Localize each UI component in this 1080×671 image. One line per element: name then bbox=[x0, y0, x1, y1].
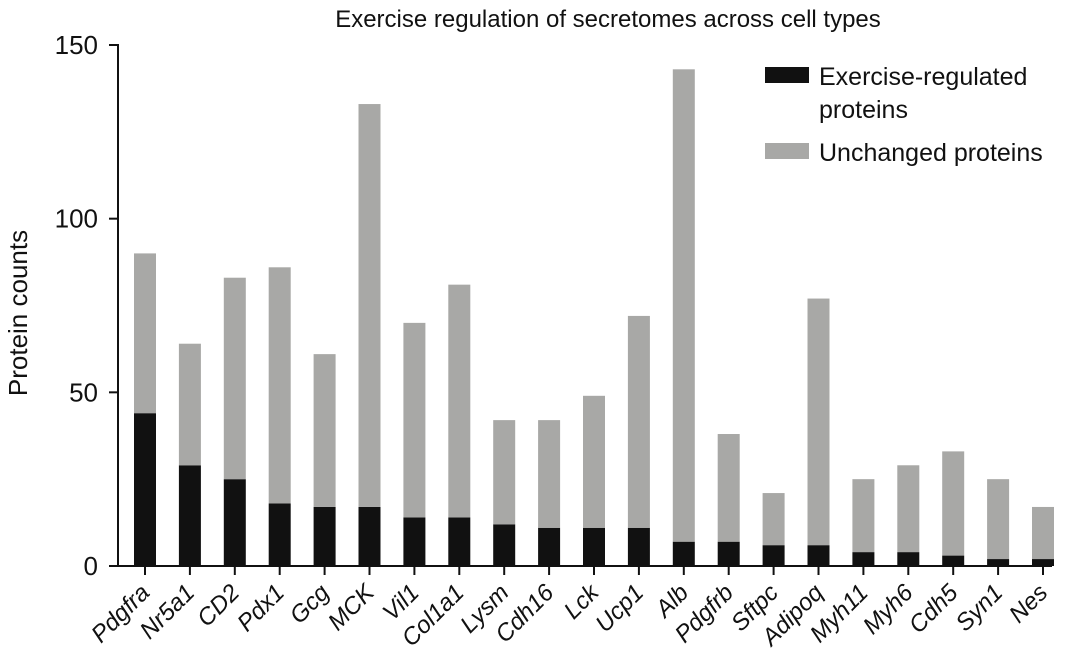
bar-regulated-pdx1 bbox=[268, 503, 291, 566]
bar-unchanged-myh11 bbox=[852, 479, 875, 553]
bar-unchanged-syn1 bbox=[987, 479, 1010, 560]
y-tick-label-50: 50 bbox=[69, 377, 98, 407]
bar-regulated-syn1 bbox=[987, 559, 1010, 566]
y-tick-label-0: 0 bbox=[84, 551, 98, 581]
legend: Exercise-regulated proteins Unchanged prot… bbox=[765, 63, 1043, 167]
x-tick-label-mck: MCK bbox=[323, 578, 381, 636]
legend-swatch-unchanged bbox=[765, 143, 809, 159]
bar-regulated-cdh5 bbox=[942, 555, 965, 566]
chart-title: Exercise regulation of secretomes across… bbox=[335, 6, 881, 33]
bar-regulated-cd2 bbox=[223, 479, 246, 566]
bar-regulated-nr5a1 bbox=[178, 465, 201, 566]
legend-label-exercise-regulated-line-1: Exercise-regulated bbox=[819, 63, 1027, 91]
bar-unchanged-pdgfrb bbox=[717, 434, 740, 542]
y-tick-label-100: 100 bbox=[55, 204, 98, 234]
bar-regulated-pdgfrb bbox=[717, 541, 740, 566]
x-tick-label-cd2: CD2 bbox=[192, 579, 245, 632]
bar-unchanged-gcg bbox=[313, 354, 336, 507]
bar-regulated-alb bbox=[672, 541, 695, 566]
x-tick-label-ucp1: Ucp1 bbox=[590, 579, 649, 638]
bar-unchanged-myh6 bbox=[897, 465, 920, 553]
bar-regulated-pdgfra bbox=[134, 413, 156, 566]
bar-regulated-cdh16 bbox=[538, 527, 561, 566]
bar-regulated-adipoq bbox=[807, 545, 830, 566]
bar-unchanged-pdgfra bbox=[134, 253, 156, 414]
bar-unchanged-lck bbox=[583, 395, 605, 528]
x-tick-label-pdx1: Pdx1 bbox=[232, 579, 290, 637]
bar-unchanged-alb bbox=[672, 69, 695, 542]
bar-regulated-lck bbox=[583, 527, 605, 566]
x-tick-label-cdh5: Cdh5 bbox=[904, 579, 964, 639]
bar-regulated-vil1 bbox=[403, 517, 426, 566]
x-tick-label-nes: Nes bbox=[1004, 579, 1053, 628]
bar-regulated-nes bbox=[1032, 559, 1054, 566]
bar-unchanged-lysm bbox=[493, 420, 516, 525]
x-tick-label-pdgfra: Pdgfra bbox=[86, 579, 155, 648]
bar-unchanged-ucp1 bbox=[627, 315, 650, 528]
y-tick-label-150: 150 bbox=[55, 30, 98, 60]
legend-swatch-exercise-regulated bbox=[765, 67, 809, 83]
bar-regulated-myh6 bbox=[897, 552, 920, 566]
y-axis-label: Protein counts bbox=[3, 230, 33, 396]
bar-unchanged-vil1 bbox=[403, 322, 426, 518]
bar-unchanged-cdh5 bbox=[942, 451, 965, 556]
x-tick-label-myh6: Myh6 bbox=[858, 579, 919, 640]
bar-regulated-gcg bbox=[313, 506, 336, 566]
bar-regulated-col1a1 bbox=[448, 517, 471, 566]
bar-unchanged-sftpc bbox=[762, 493, 785, 546]
bars-layer bbox=[134, 69, 1054, 566]
bar-unchanged-mck bbox=[358, 104, 381, 507]
bar-regulated-myh11 bbox=[852, 552, 875, 566]
bar-unchanged-pdx1 bbox=[268, 267, 291, 504]
bar-unchanged-cdh16 bbox=[538, 420, 561, 528]
bar-unchanged-nr5a1 bbox=[178, 343, 201, 466]
bar-unchanged-col1a1 bbox=[448, 284, 471, 518]
bar-regulated-ucp1 bbox=[627, 527, 650, 566]
legend-label-exercise-regulated-line-2: proteins bbox=[819, 96, 908, 124]
bar-regulated-sftpc bbox=[762, 545, 785, 566]
bar-regulated-mck bbox=[358, 506, 381, 566]
bar-unchanged-adipoq bbox=[807, 298, 830, 546]
bar-unchanged-cd2 bbox=[223, 277, 246, 480]
bar-regulated-lysm bbox=[493, 524, 516, 566]
x-tick-label-syn1: Syn1 bbox=[951, 579, 1009, 637]
legend-label-unchanged: Unchanged proteins bbox=[819, 139, 1043, 167]
bar-unchanged-nes bbox=[1032, 506, 1054, 560]
